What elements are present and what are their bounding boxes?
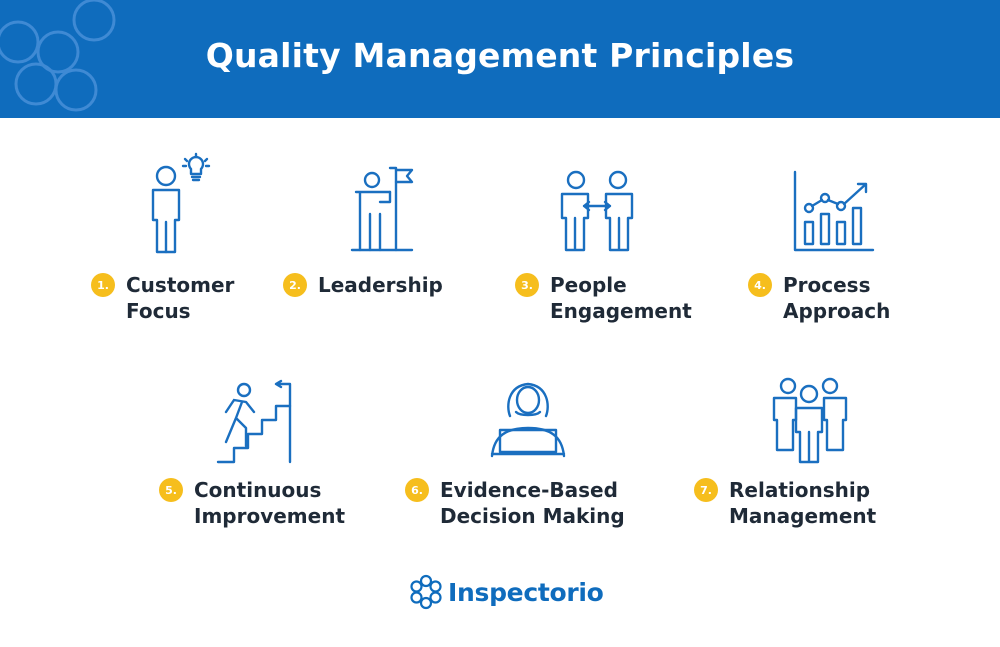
person-flag-icon bbox=[346, 164, 430, 254]
principle-relationship-management: 7. Relationship Management bbox=[694, 477, 876, 529]
number-badge: 4. bbox=[748, 273, 772, 297]
growth-chart-icon bbox=[792, 170, 876, 254]
person-lightbulb-icon bbox=[140, 152, 220, 256]
person-laptop-icon bbox=[486, 376, 570, 460]
people-exchange-icon bbox=[556, 168, 640, 254]
circles-decoration-icon bbox=[0, 0, 116, 112]
principle-label: Evidence-Based Decision Making bbox=[440, 478, 625, 528]
principle-people-engagement: 3. People Engagement bbox=[515, 272, 692, 324]
principle-customer-focus: 1. Customer Focus bbox=[91, 272, 234, 324]
page-title: Quality Management Principles bbox=[205, 36, 795, 75]
brand-logo: Inspectorio bbox=[408, 574, 604, 610]
principle-process-approach: 4. Process Approach bbox=[748, 272, 890, 324]
principle-continuous-improvement: 5. Continuous Improvement bbox=[159, 477, 345, 529]
number-badge: 6. bbox=[405, 478, 429, 502]
stairs-climber-icon bbox=[214, 378, 304, 468]
header-banner: Quality Management Principles bbox=[0, 0, 1000, 118]
number-badge: 1. bbox=[91, 273, 115, 297]
number-badge: 5. bbox=[159, 478, 183, 502]
principle-label: People Engagement bbox=[550, 273, 692, 323]
principle-leadership: 2. Leadership bbox=[283, 272, 443, 298]
brand-name: Inspectorio bbox=[448, 577, 604, 607]
group-people-icon bbox=[768, 376, 852, 466]
principle-evidence-based-decision-making: 6. Evidence-Based Decision Making bbox=[405, 477, 625, 529]
principle-label: Process Approach bbox=[783, 273, 891, 323]
principle-label: Customer Focus bbox=[126, 273, 235, 323]
number-badge: 3. bbox=[515, 273, 539, 297]
principle-label: Leadership bbox=[318, 273, 443, 297]
principle-label: Continuous Improvement bbox=[194, 478, 346, 528]
inspectorio-logo-icon bbox=[410, 574, 442, 610]
principle-label: Relationship Management bbox=[729, 478, 877, 528]
number-badge: 7. bbox=[694, 478, 718, 502]
number-badge: 2. bbox=[283, 273, 307, 297]
